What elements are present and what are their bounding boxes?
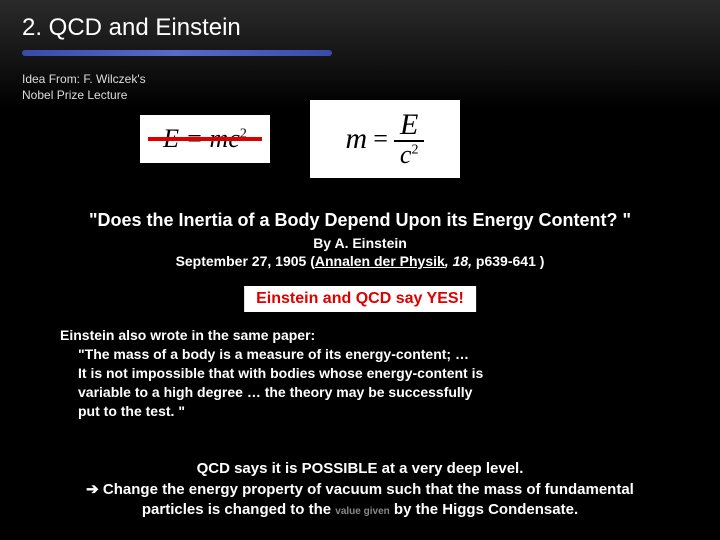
eq2-fraction: E c2 bbox=[394, 110, 425, 168]
para-line4: variable to a high degree … the theory m… bbox=[60, 383, 660, 402]
eq2-denominator: c2 bbox=[394, 140, 425, 168]
para-line1: Einstein also wrote in the same paper: bbox=[60, 326, 660, 345]
conclusion-line2: ➔ Change the energy property of vacuum s… bbox=[20, 480, 700, 500]
attribution-line2: Nobel Prize Lecture bbox=[22, 88, 127, 102]
equation-emc2-struck: E = mc2 bbox=[140, 115, 270, 163]
strikethrough-line bbox=[148, 137, 262, 141]
byline: By A. Einstein bbox=[0, 235, 720, 251]
eq2-lhs: m bbox=[346, 122, 368, 156]
attribution: Idea From: F. Wilczek's Nobel Prize Lect… bbox=[22, 72, 146, 103]
slide: 2. QCD and Einstein Idea From: F. Wilcze… bbox=[0, 0, 720, 540]
yes-highlight-box: Einstein and QCD say YES! bbox=[244, 286, 476, 312]
citation: September 27, 1905 (Annalen der Physik, … bbox=[0, 253, 720, 269]
para-line5: put to the test. " bbox=[60, 402, 660, 421]
attribution-line1: Idea From: F. Wilczek's bbox=[22, 72, 146, 86]
title-underline bbox=[22, 50, 332, 56]
conclusion-block: QCD says it is POSSIBLE at a very deep l… bbox=[20, 459, 700, 520]
para-line2: "The mass of a body is a measure of its … bbox=[60, 345, 660, 364]
eq2-numerator: E bbox=[400, 110, 418, 140]
quote-paragraph: Einstein also wrote in the same paper: "… bbox=[60, 326, 660, 420]
equation-m-equals-e-over-c2: m = E c2 bbox=[310, 100, 460, 178]
equations-row: E = mc2 m = E c2 bbox=[140, 100, 460, 178]
arrow-icon: ➔ bbox=[86, 481, 99, 498]
eq2-equals: = bbox=[373, 124, 388, 154]
para-line3: It is not impossible that with bodies wh… bbox=[60, 364, 660, 383]
paper-title-question: "Does the Inertia of a Body Depend Upon … bbox=[40, 210, 680, 231]
slide-title: 2. QCD and Einstein bbox=[0, 0, 720, 42]
conclusion-line1: QCD says it is POSSIBLE at a very deep l… bbox=[20, 459, 700, 479]
conclusion-line3: particles is changed to the value given … bbox=[20, 500, 700, 520]
